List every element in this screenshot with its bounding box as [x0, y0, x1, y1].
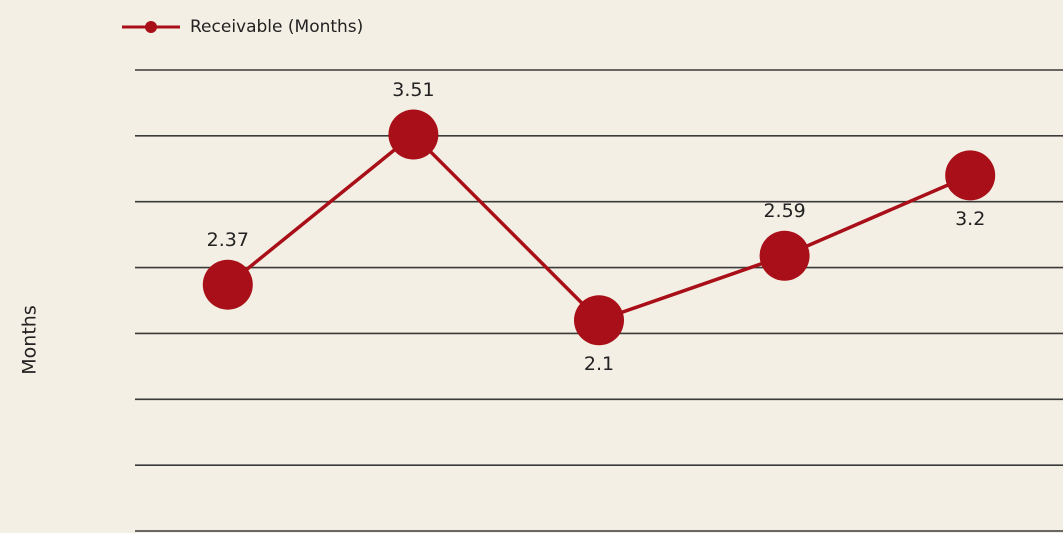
data-point [945, 150, 996, 201]
data-point [759, 230, 810, 281]
data-label: 2.1 [584, 353, 614, 375]
y-axis-label: Months [19, 305, 41, 374]
data-label: 3.51 [392, 79, 434, 101]
data-point [202, 259, 253, 310]
data-label: 2.37 [207, 229, 249, 251]
legend-marker [145, 21, 157, 33]
data-point [388, 109, 439, 160]
data-label: 2.59 [763, 200, 805, 222]
data-point [574, 295, 624, 346]
legend-label: Receivable (Months) [190, 17, 363, 37]
data-label: 3.2 [955, 208, 985, 230]
